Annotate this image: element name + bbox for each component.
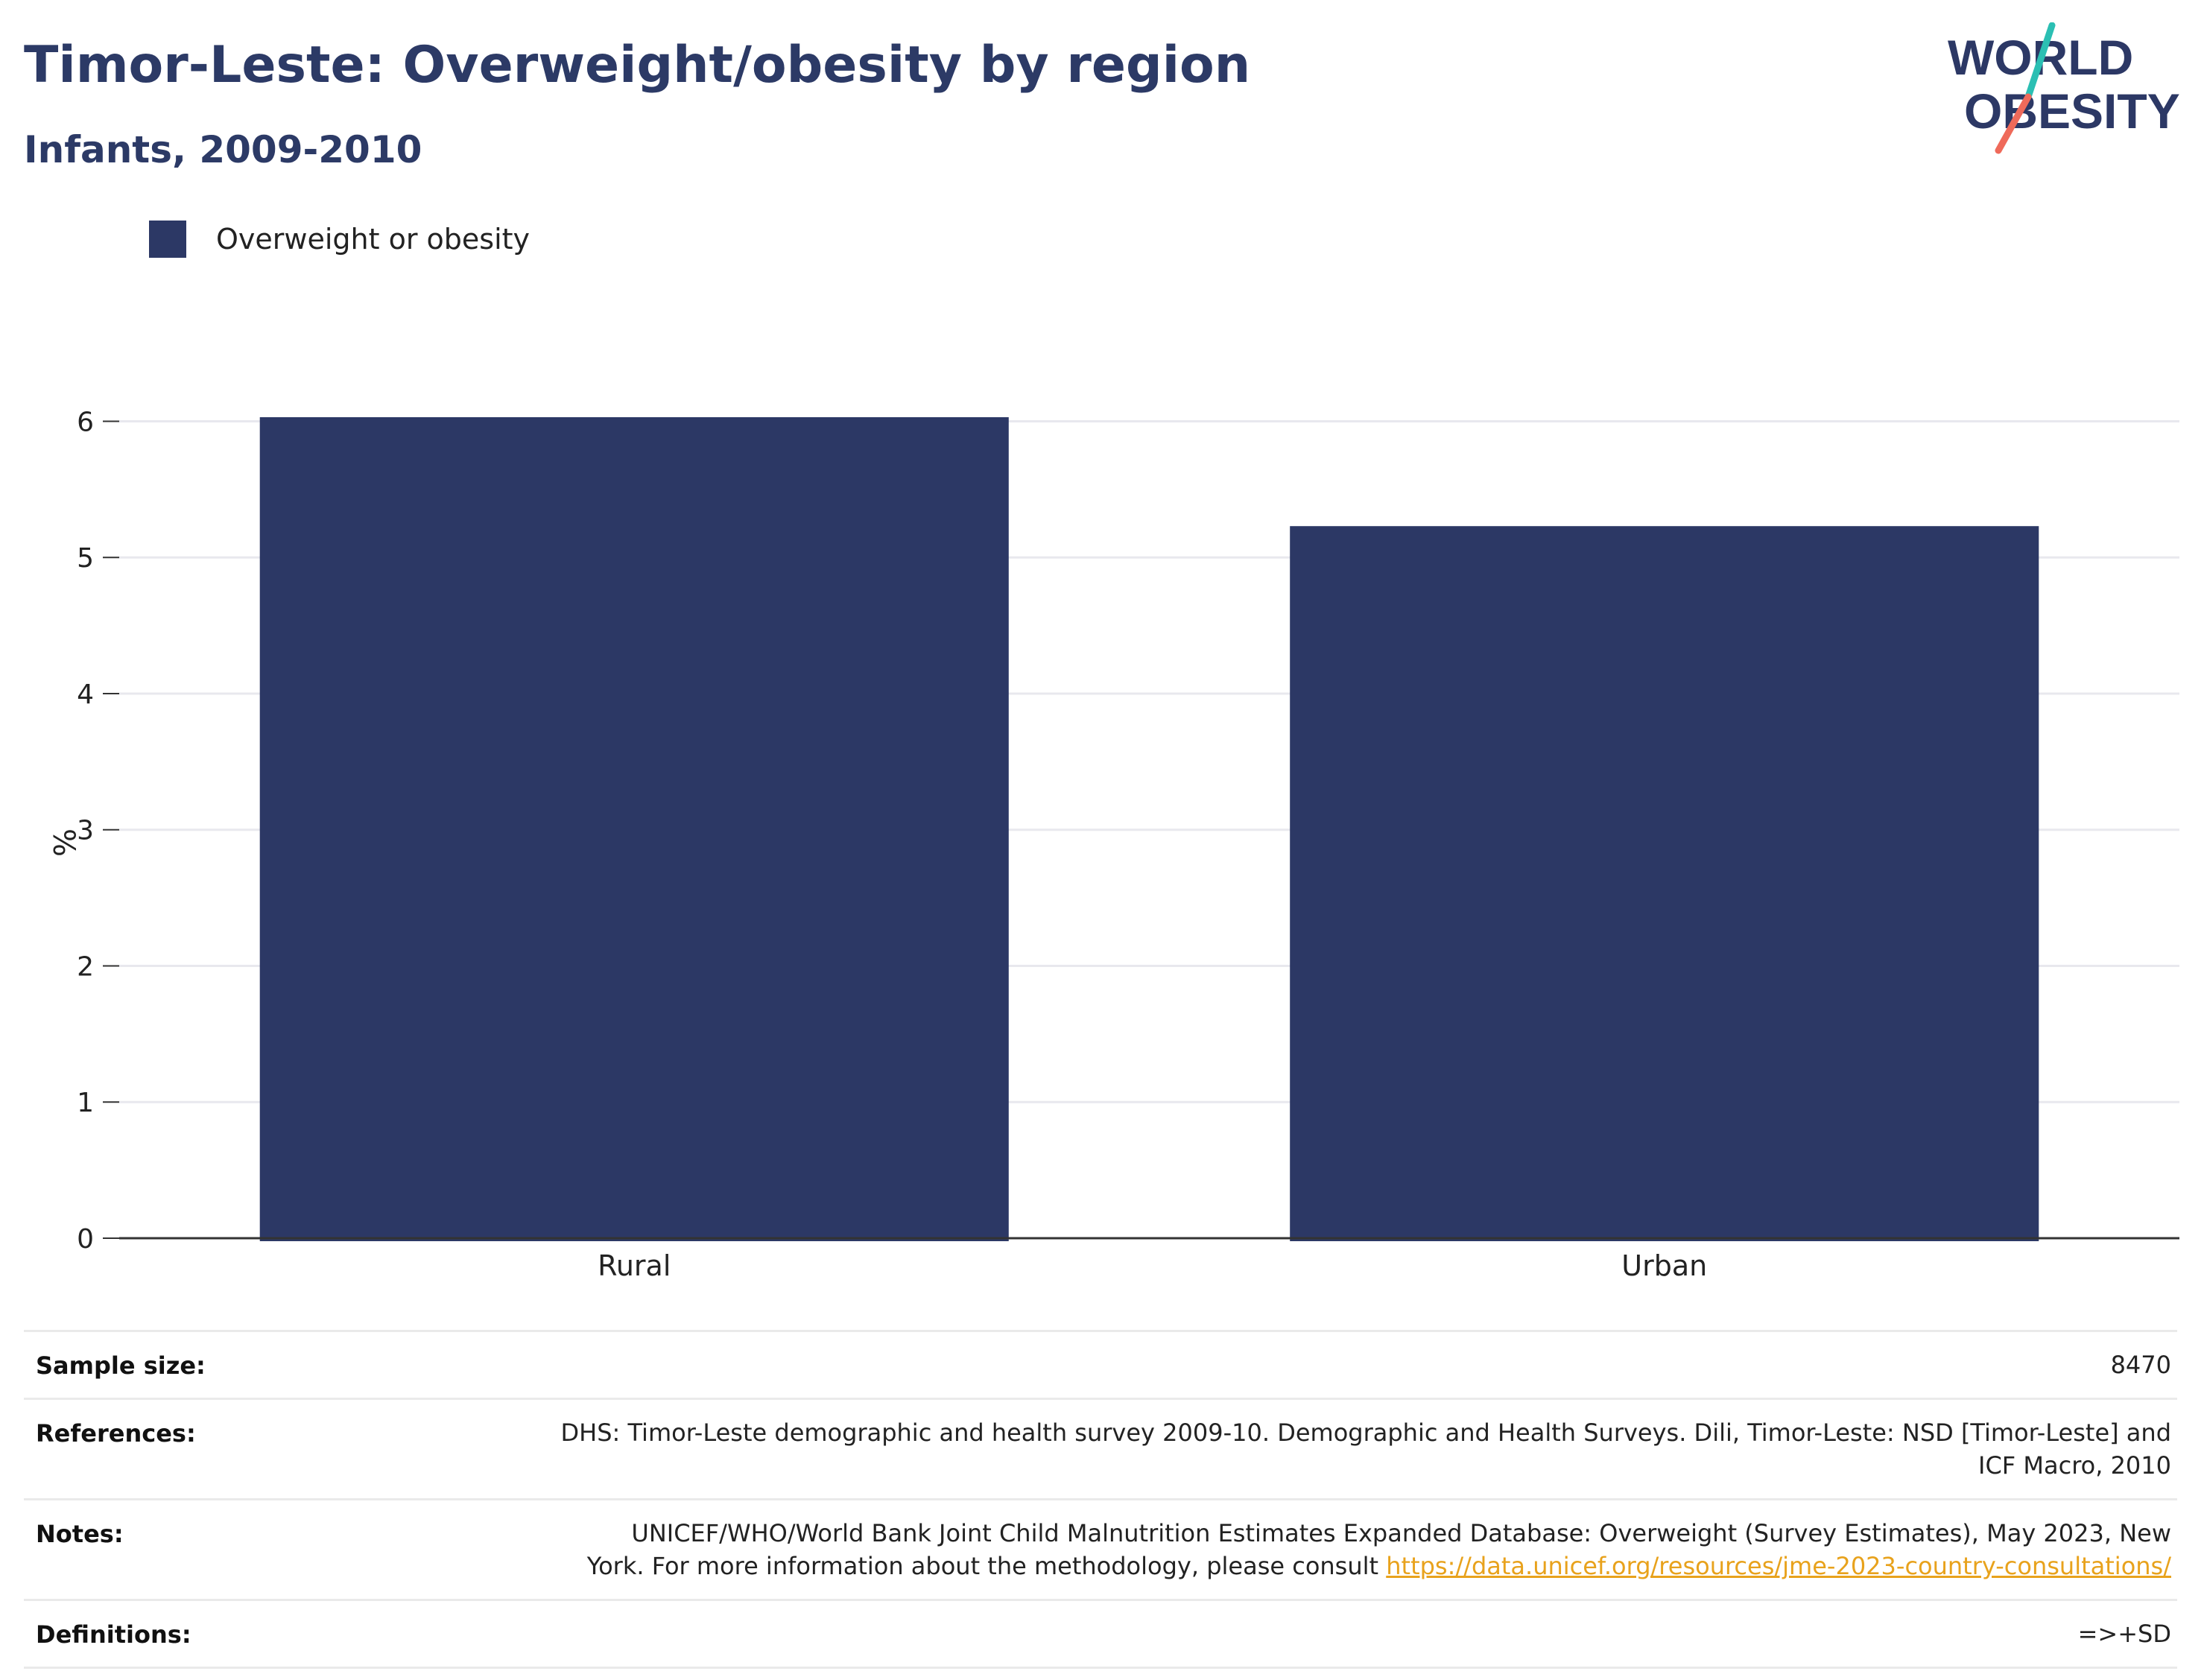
world-obesity-logo-icon: WORLD OBESITY (1948, 22, 2180, 154)
info-row-sample-size: Sample size: 8470 (24, 1330, 2177, 1398)
x-tick-label: Urban (1621, 1249, 1707, 1282)
notes-line1: UNICEF/WHO/World Bank Joint Child Malnut… (631, 1519, 2171, 1547)
y-tick-label: 6 (77, 407, 94, 437)
x-tick-label: Rural (598, 1249, 671, 1282)
bar-rural (259, 417, 1009, 1241)
bar-urban (1290, 526, 2039, 1241)
notes-label: Notes: (36, 1520, 124, 1548)
legend-swatch (149, 221, 186, 258)
methodology-link[interactable]: https://data.unicef.org/resources/jme-20… (1386, 1552, 2171, 1580)
chart-legend: Overweight or obesity (149, 221, 530, 258)
notes-line2-container: York. For more information about the met… (587, 1550, 2171, 1582)
page-title: Timor-Leste: Overweight/obesity by regio… (24, 36, 1251, 95)
y-tick-label: 2 (77, 951, 94, 982)
info-row-notes: Notes: UNICEF/WHO/World Bank Joint Child… (24, 1498, 2177, 1599)
references-value: DHS: Timor-Leste demographic and health … (561, 1416, 2177, 1482)
info-table: Sample size: 8470 References: DHS: Timor… (24, 1330, 2177, 1669)
references-label: References: (36, 1419, 196, 1448)
bar-chart: 0 1 2 3 4 5 6% Rural Urban (46, 407, 2179, 1282)
logo-line2: OBESITY (1964, 83, 2180, 139)
info-row-references: References: DHS: Timor-Leste demographic… (24, 1398, 2177, 1498)
legend-label: Overweight or obesity (216, 223, 531, 256)
notes-value: UNICEF/WHO/World Bank Joint Child Malnut… (587, 1517, 2177, 1582)
sample-size-value: 8470 (2110, 1351, 2171, 1379)
info-row-definitions: Definitions: =>+SD (24, 1599, 2177, 1669)
references-line2: ICF Macro, 2010 (1978, 1451, 2171, 1480)
references-line1: DHS: Timor-Leste demographic and health … (560, 1419, 2171, 1447)
y-axis-label: % (46, 828, 80, 857)
y-tick-label: 0 (77, 1224, 94, 1255)
sample-size-label: Sample size: (36, 1351, 206, 1380)
y-tick-label: 5 (77, 543, 94, 574)
y-tick-label: 3 (77, 816, 94, 846)
definitions-label: Definitions: (36, 1620, 191, 1649)
notes-line2: York. For more information about the met… (586, 1552, 1379, 1580)
page-subtitle: Infants, 2009-2010 (24, 128, 422, 171)
definitions-value: =>+SD (2077, 1620, 2171, 1648)
y-tick-label: 1 (77, 1088, 94, 1118)
y-tick-label: 4 (77, 679, 94, 710)
